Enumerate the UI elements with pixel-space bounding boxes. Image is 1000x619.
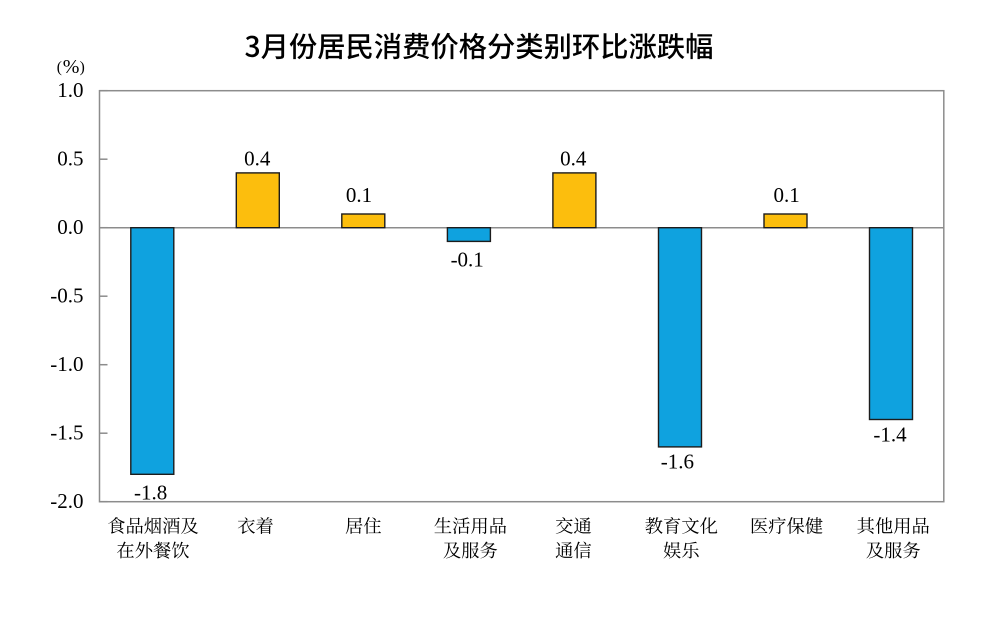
svg-text:-0.5: -0.5 bbox=[50, 284, 83, 308]
svg-text:-1.6: -1.6 bbox=[661, 450, 694, 474]
svg-text:1.0: 1.0 bbox=[57, 78, 83, 102]
svg-text:0.4: 0.4 bbox=[560, 146, 587, 170]
svg-text:0.1: 0.1 bbox=[773, 183, 799, 207]
svg-text:%: % bbox=[63, 56, 80, 78]
svg-text:0.4: 0.4 bbox=[244, 146, 271, 170]
svg-text:): ) bbox=[80, 59, 85, 76]
svg-text:-1.8: -1.8 bbox=[134, 480, 167, 504]
svg-text:(: ( bbox=[57, 59, 62, 76]
svg-text:0.0: 0.0 bbox=[57, 215, 83, 239]
svg-text:-1.5: -1.5 bbox=[50, 421, 83, 445]
svg-text:0.1: 0.1 bbox=[346, 183, 372, 207]
svg-text:-1.0: -1.0 bbox=[50, 352, 83, 376]
svg-text:-0.1: -0.1 bbox=[451, 248, 484, 272]
svg-text:0.5: 0.5 bbox=[57, 147, 83, 171]
svg-text:-1.4: -1.4 bbox=[873, 423, 907, 447]
svg-text:-2.0: -2.0 bbox=[50, 489, 83, 513]
